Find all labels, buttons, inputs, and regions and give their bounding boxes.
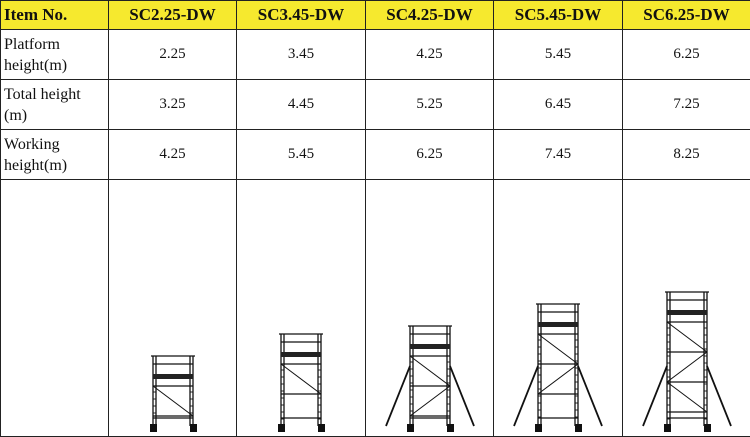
scaffold-part: [281, 352, 321, 357]
header-cell: SC3.45-DW: [236, 0, 366, 30]
scaffold-part: [666, 381, 708, 413]
cell: 6.25: [365, 129, 494, 181]
scaffold-part: [666, 351, 708, 383]
scaffold-illustration: [278, 333, 325, 432]
cell: 5.45: [493, 28, 623, 81]
cell: 7.45: [493, 129, 623, 181]
scaffold-part: [278, 424, 285, 432]
scaffold-part: [667, 310, 707, 315]
scaffold-part: [280, 363, 322, 395]
image-cell: [493, 179, 623, 437]
scaffold-part: [537, 333, 579, 365]
table-row: Working height(m) 4.25 5.45 6.25 7.45 8.25: [0, 129, 750, 181]
header-cell: SC4.25-DW: [365, 0, 494, 30]
row-label-text: Working height(m): [4, 135, 68, 174]
cell: 3.45: [236, 28, 366, 81]
cell: 7.25: [622, 79, 750, 131]
image-cell: [236, 179, 366, 437]
table-row: Total height (m) 3.25 4.45 5.25 6.45 7.25: [0, 79, 750, 131]
row-label: Total height (m): [0, 79, 109, 131]
scaffold-part: [152, 385, 194, 417]
header-cell: Item No.: [0, 0, 109, 30]
header-row: Item No. SC2.25-DW SC3.45-DW SC4.25-DW SC5.4…: [0, 0, 750, 30]
image-row: [0, 179, 750, 437]
scaffold-part: [447, 424, 454, 432]
scaffold-part: [577, 365, 603, 427]
scaffold-part: [664, 424, 671, 432]
scaffold-part: [704, 424, 711, 432]
scaffold-part: [407, 424, 414, 432]
header-cell: SC5.45-DW: [493, 0, 623, 30]
scaffold-part: [642, 365, 668, 427]
scaffold-part: [706, 365, 732, 427]
image-cell: [365, 179, 494, 437]
scaffold-part: [449, 365, 475, 427]
image-cell: [108, 179, 237, 437]
cell: 4.45: [236, 79, 366, 131]
cell: 3.25: [108, 79, 237, 131]
scaffold-part: [409, 385, 451, 417]
scaffold-part: [513, 365, 539, 427]
scaffold-part: [409, 355, 451, 387]
scaffold-part: [318, 424, 325, 432]
scaffold-part: [575, 424, 582, 432]
cell: 4.25: [108, 129, 237, 181]
cell: 2.25: [108, 28, 237, 81]
scaffold-illustration: [513, 303, 603, 432]
row-label: Platform height(m): [0, 28, 109, 81]
scaffold-part: [666, 321, 708, 353]
scaffold-part: [410, 344, 450, 349]
empty-cell: [0, 179, 109, 437]
row-label-text: Platform height(m): [4, 35, 68, 74]
image-cell: [622, 179, 750, 437]
scaffold-part: [190, 424, 197, 432]
scaffold-part: [150, 424, 157, 432]
row-label-text: Total height (m): [4, 85, 81, 124]
cell: 6.25: [622, 28, 750, 81]
scaffold-part: [537, 363, 579, 395]
table-row: Platform height(m) 2.25 3.45 4.25 5.45 6.25: [0, 28, 750, 81]
scaffold-part: [385, 365, 411, 427]
cell: 5.45: [236, 129, 366, 181]
table-body: Platform height(m) 2.25 3.45 4.25 5.45 6.25 To…: [0, 28, 750, 437]
header-cell: SC6.25-DW: [622, 0, 750, 30]
scaffold-illustration: [150, 355, 197, 432]
cell: 6.45: [493, 79, 623, 131]
scaffold-part: [153, 374, 193, 379]
scaffold-part: [535, 424, 542, 432]
cell: 5.25: [365, 79, 494, 131]
scaffold-illustration: [642, 291, 732, 432]
header-cell: SC2.25-DW: [108, 0, 237, 30]
scaffold-illustration: [385, 325, 475, 432]
row-label: Working height(m): [0, 129, 109, 181]
cell: 4.25: [365, 28, 494, 81]
cell: 8.25: [622, 129, 750, 181]
scaffold-part: [538, 322, 578, 327]
